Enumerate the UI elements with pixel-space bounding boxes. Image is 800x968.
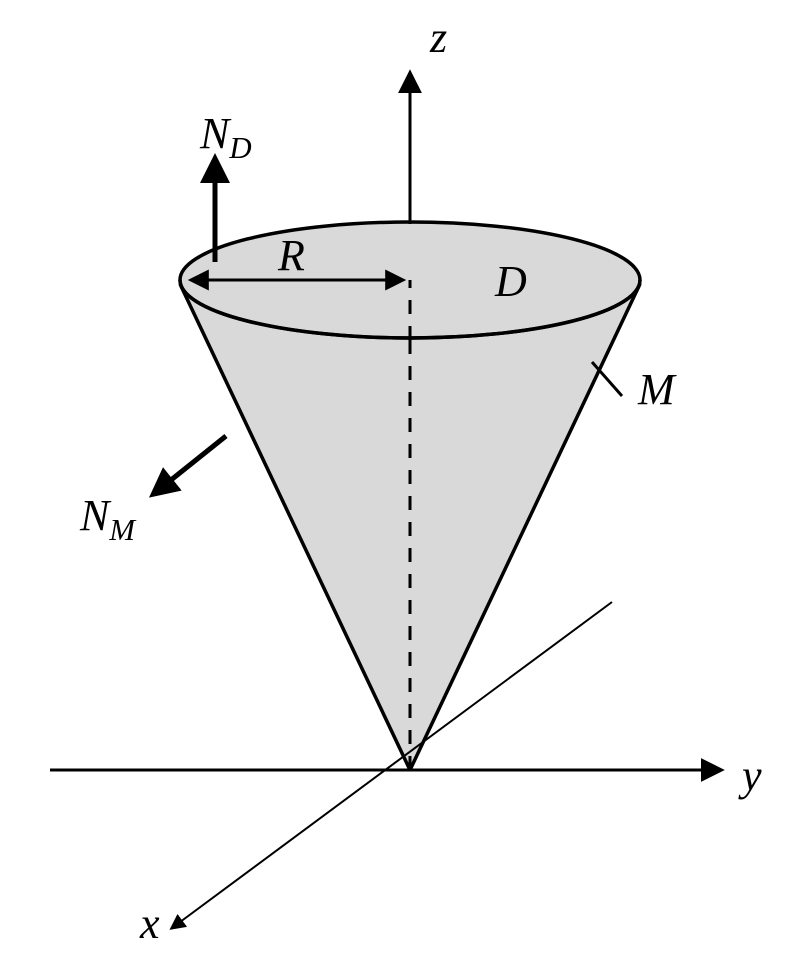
nd-label: ND (199, 109, 252, 165)
z-label: z (429, 13, 447, 62)
d-label: D (494, 257, 527, 306)
m-label: M (637, 365, 677, 414)
nm-label: NM (79, 491, 137, 547)
y-label: y (738, 751, 762, 800)
r-label: R (277, 231, 305, 280)
nm-vector (156, 436, 226, 492)
x-label: x (139, 899, 160, 948)
cone-diagram: z y x R D M ND NM (0, 0, 800, 968)
